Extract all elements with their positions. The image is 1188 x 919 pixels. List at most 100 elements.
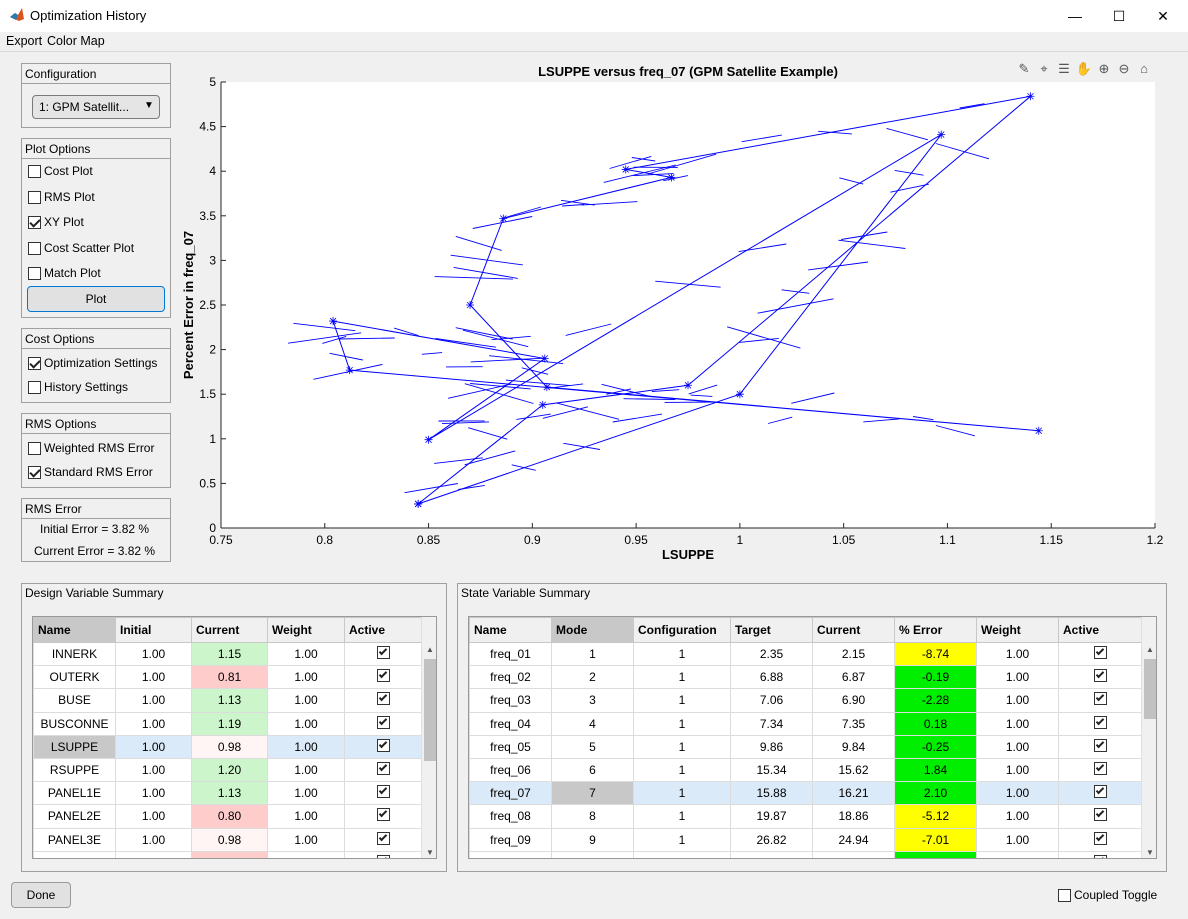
cell-error[interactable]: 0.18: [894, 711, 977, 736]
table-row[interactable]: PANEL2E 1.00 0.80 1.00: [33, 804, 422, 829]
cell-name[interactable]: INNERK: [33, 641, 116, 667]
cell-mode[interactable]: 1: [551, 641, 634, 667]
cell-mode[interactable]: 6: [551, 757, 634, 783]
cell-current[interactable]: 1.13: [191, 688, 268, 713]
table-row[interactable]: PANEL1E 1.00 1.13 1.00: [33, 781, 422, 806]
table-row[interactable]: freq_04 4 1 7.34 7.35 0.18 1.00: [469, 711, 1142, 736]
active-checkbox[interactable]: [344, 641, 422, 667]
data-point[interactable]: [414, 499, 423, 508]
optimization-settings-checkbox[interactable]: [28, 357, 41, 370]
cell-initial[interactable]: 1.00: [115, 850, 192, 858]
col-initial[interactable]: Initial: [115, 617, 192, 643]
cell-mode[interactable]: 7: [551, 781, 634, 806]
active-checkbox[interactable]: [1058, 734, 1142, 759]
cell-name[interactable]: PANEL3E: [33, 827, 116, 852]
table-row[interactable]: OUTERK 1.00 0.81 1.00: [33, 665, 422, 690]
col-weight[interactable]: Weight: [267, 617, 345, 643]
cell-mode[interactable]: 8: [551, 804, 634, 829]
table-row[interactable]: freq_03 3 1 7.06 6.90 -2.28 1.00: [469, 688, 1142, 713]
table-row[interactable]: freq_1010129.7530.964.081.00: [469, 850, 1142, 858]
cell-weight[interactable]: 1.00: [976, 827, 1059, 852]
cell-name[interactable]: PANEL4E: [33, 850, 116, 858]
cell-error[interactable]: 4.08: [894, 850, 977, 858]
data-point[interactable]: [684, 381, 692, 390]
cell-initial[interactable]: 1.00: [115, 641, 192, 667]
active-checkbox[interactable]: [1058, 711, 1142, 736]
cell-name[interactable]: freq_10: [469, 850, 552, 858]
cell-error[interactable]: -2.28: [894, 688, 977, 713]
col-active[interactable]: Active: [344, 617, 422, 643]
xy-plot-chart[interactable]: 0.75 0.8 0.85 0.9 0.95 1 1.05 1.1 1.15 1.2 0 0.5 1 1…: [175, 58, 1180, 573]
cell-current[interactable]: 0.84: [191, 850, 268, 858]
cell-config[interactable]: 1: [633, 757, 731, 783]
cell-name[interactable]: freq_08: [469, 804, 552, 829]
active-checkbox[interactable]: [344, 734, 422, 759]
active-checkbox[interactable]: [344, 850, 422, 858]
cell-weight[interactable]: 1.00: [267, 850, 345, 858]
table-row[interactable]: freq_05 5 1 9.86 9.84 -0.25 1.00: [469, 734, 1142, 759]
cell-current[interactable]: 1.13: [191, 781, 268, 806]
col-current[interactable]: Current: [812, 617, 895, 643]
cell-weight[interactable]: 1.00: [267, 641, 345, 667]
cell-name[interactable]: BUSE: [33, 688, 116, 713]
cell-name[interactable]: RSUPPE: [33, 757, 116, 783]
cell-weight[interactable]: 1.00: [267, 734, 345, 759]
cell-target[interactable]: 15.88: [730, 781, 813, 806]
cell-weight[interactable]: 1.00: [976, 757, 1059, 783]
data-point[interactable]: [542, 383, 551, 392]
col-current[interactable]: Current: [191, 617, 268, 643]
table-row[interactable]: LSUPPE 1.00 0.98 1.00: [33, 734, 422, 759]
standard-rms-checkbox[interactable]: [28, 466, 41, 479]
cell-name[interactable]: PANEL2E: [33, 804, 116, 829]
cell-current[interactable]: 15.62: [812, 757, 895, 783]
cell-target[interactable]: 6.88: [730, 665, 813, 690]
cell-name[interactable]: freq_09: [469, 827, 552, 852]
table-row[interactable]: freq_07 7 1 15.88 16.21 2.10 1.00: [469, 781, 1142, 806]
active-checkbox[interactable]: [344, 827, 422, 852]
zoom-in-icon[interactable]: ⊕: [1098, 61, 1110, 76]
data-point[interactable]: [1026, 92, 1035, 101]
active-checkbox[interactable]: [1058, 827, 1142, 852]
cell-weight[interactable]: 1.00: [976, 688, 1059, 713]
col-mode[interactable]: Mode: [551, 617, 634, 643]
cell-initial[interactable]: 1.00: [115, 827, 192, 852]
cell-weight[interactable]: 1.00: [267, 757, 345, 783]
cell-config[interactable]: 1: [633, 781, 731, 806]
cell-initial[interactable]: 1.00: [115, 734, 192, 759]
scroll-down-icon[interactable]: ▼: [426, 848, 434, 857]
cell-config[interactable]: 1: [633, 734, 731, 759]
table-row[interactable]: freq_02 2 1 6.88 6.87 -0.19 1.00: [469, 665, 1142, 690]
active-checkbox[interactable]: [344, 688, 422, 713]
cell-name[interactable]: BUSCONNE: [33, 711, 116, 736]
data-point[interactable]: [621, 165, 630, 174]
cell-error[interactable]: -8.74: [894, 641, 977, 667]
minimize-button[interactable]: —: [1068, 8, 1082, 24]
data-point[interactable]: [735, 390, 744, 399]
cell-name[interactable]: LSUPPE: [33, 734, 116, 759]
col-active[interactable]: Active: [1058, 617, 1142, 643]
cell-current[interactable]: 0.98: [191, 734, 268, 759]
zoom-out-icon[interactable]: ⊖: [1118, 61, 1130, 76]
history-settings-checkbox[interactable]: [28, 381, 41, 394]
configuration-select[interactable]: 1: GPM Satellit... ▼: [32, 95, 160, 119]
data-point[interactable]: [937, 130, 946, 139]
cell-config[interactable]: 1: [633, 641, 731, 667]
active-checkbox[interactable]: [1058, 781, 1142, 806]
menu-export[interactable]: Export: [6, 34, 43, 48]
col-name[interactable]: Name: [33, 617, 116, 643]
cell-weight[interactable]: 1.00: [976, 665, 1059, 690]
cell-weight[interactable]: 1.00: [976, 734, 1059, 759]
col-error[interactable]: % Error: [894, 617, 977, 643]
data-point[interactable]: [499, 214, 508, 223]
active-checkbox[interactable]: [1058, 688, 1142, 713]
active-checkbox[interactable]: [1058, 804, 1142, 829]
cell-weight[interactable]: 1.00: [267, 781, 345, 806]
cell-mode[interactable]: 10: [551, 850, 634, 858]
coupled-toggle-checkbox[interactable]: [1058, 889, 1071, 902]
cell-target[interactable]: 29.75: [730, 850, 813, 858]
active-checkbox[interactable]: [344, 804, 422, 829]
cell-name[interactable]: freq_02: [469, 665, 552, 690]
cell-current[interactable]: 1.15: [191, 641, 268, 667]
scroll-down-icon[interactable]: ▼: [1146, 848, 1154, 857]
cell-name[interactable]: OUTERK: [33, 665, 116, 690]
